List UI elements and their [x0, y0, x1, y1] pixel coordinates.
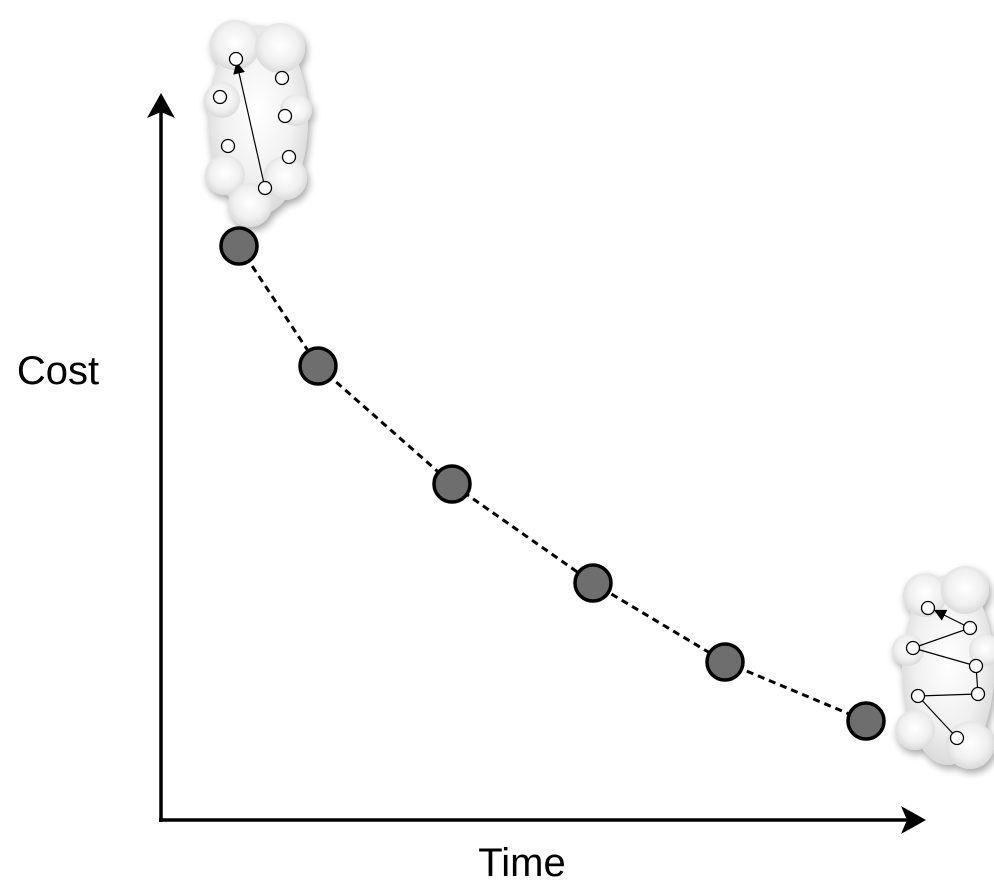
node: [964, 622, 977, 635]
node: [276, 72, 289, 85]
node: [214, 91, 227, 104]
node: [222, 140, 235, 153]
page: {"axes": {"y_label": "Cost", "x_label": …: [0, 0, 994, 882]
cloud-top: [204, 20, 312, 227]
node: [912, 690, 925, 703]
node: [972, 688, 985, 701]
point: [434, 466, 470, 502]
x-axis-label: Time: [478, 841, 565, 882]
trend-line: [239, 246, 866, 721]
point: [848, 703, 884, 739]
node: [970, 660, 983, 673]
node: [279, 110, 292, 123]
node: [922, 602, 935, 615]
body: Cost Time (() => { const data = JSON.par…: [0, 0, 994, 882]
point: [707, 644, 743, 680]
point: [221, 228, 257, 264]
node: [230, 53, 243, 66]
node: [907, 642, 920, 655]
node: [951, 732, 964, 745]
point: [575, 565, 611, 601]
y-axis-label: Cost: [17, 349, 99, 393]
point: [300, 348, 336, 384]
node: [259, 182, 272, 195]
node: [283, 151, 296, 164]
diagram: Cost Time: [0, 0, 994, 882]
